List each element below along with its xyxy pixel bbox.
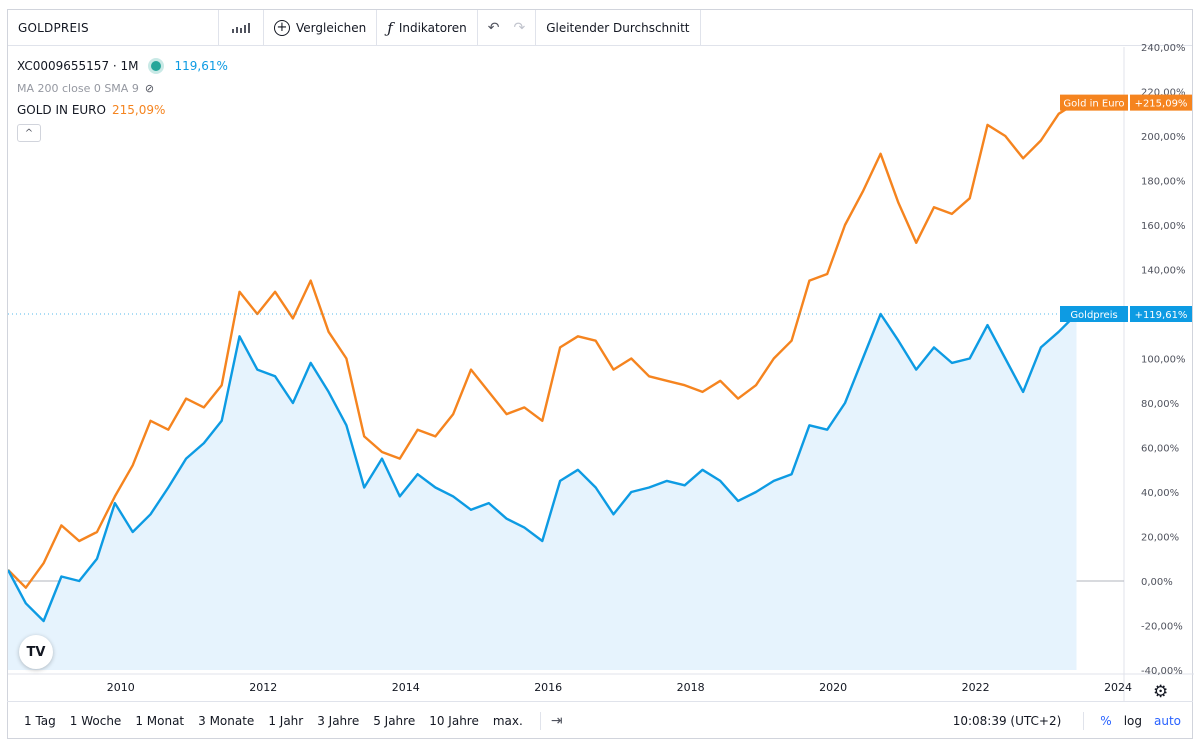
y-tick-label: -20,00% (1141, 622, 1183, 633)
redo-icon[interactable]: ↷ (513, 19, 526, 36)
chevron-up-icon: ^ (24, 127, 34, 139)
x-tick-label: 2018 (677, 681, 705, 694)
market-status-icon (150, 61, 161, 71)
series-line-0 (8, 101, 1078, 589)
series-name-label: Gold in Euro (1063, 99, 1124, 110)
series-area-1 (8, 314, 1077, 670)
y-tick-label: 240,00% (1141, 43, 1186, 54)
clock-readout[interactable]: 10:08:39 (UTC+2) (952, 713, 1062, 728)
series-value-tag (1130, 306, 1192, 322)
legend-main-symbol: XC0009655157 · 1M (17, 59, 139, 73)
y-tick-label: 0,00% (1141, 577, 1173, 588)
indicators-label: Indikatoren (398, 20, 467, 35)
auto-scale-toggle[interactable]: auto (1153, 713, 1181, 728)
series-line-1 (8, 312, 1078, 623)
moving-average-label: Gleitender Durchschnitt (546, 20, 690, 35)
undo-redo-group: ↶ ↷ (478, 10, 537, 45)
y-tick-label: 180,00% (1141, 177, 1186, 188)
x-tick-label: 2014 (392, 681, 420, 694)
range-1y[interactable]: 1 Jahr (268, 713, 304, 728)
series-value-label: +215,09% (1135, 99, 1188, 110)
symbol-label: GOLDPREIS (18, 20, 89, 35)
range-1d[interactable]: 1 Tag (24, 713, 56, 728)
log-scale-toggle[interactable]: log (1123, 713, 1142, 728)
divider (1083, 711, 1085, 730)
candles-icon (232, 22, 250, 33)
symbol-search-button[interactable]: GOLDPREIS (8, 10, 219, 45)
hidden-eye-icon[interactable]: ⊘ (144, 81, 155, 95)
range-max[interactable]: max. (492, 713, 523, 728)
indicators-button[interactable]: ƒ Indikatoren (377, 10, 478, 45)
function-icon: ƒ (387, 18, 393, 37)
y-tick-label: 80,00% (1141, 399, 1179, 410)
chart-widget: GOLDPREIS + Vergleichen ƒ Indikatoren ↶ … (7, 9, 1194, 739)
legend-main-change: 119,61% (174, 59, 228, 73)
x-tick-label: 2022 (962, 681, 990, 694)
y-tick-label: 140,00% (1141, 266, 1186, 277)
gear-icon[interactable]: ⚙ (1153, 682, 1169, 702)
range-1m[interactable]: 1 Monat (135, 713, 185, 728)
y-tick-label: 200,00% (1141, 132, 1186, 143)
y-tick-label: 40,00% (1141, 488, 1179, 499)
divider (539, 711, 541, 730)
y-tick-label: -40,00% (1141, 666, 1183, 677)
range-10y[interactable]: 10 Jahre (429, 713, 479, 728)
undo-icon[interactable]: ↶ (487, 19, 500, 36)
legend-ma-row[interactable]: MA 200 close 0 SMA 9 ⊘ (17, 77, 228, 99)
range-3m[interactable]: 3 Monate (198, 713, 255, 728)
legend-compare-change: 215,09% (111, 103, 166, 117)
chart-canvas[interactable]: -40,00% -20,00% 0,00% 20,00% 40,00% 60,00% 80,… (8, 10, 1194, 702)
tradingview-logo[interactable]: TV (19, 635, 53, 669)
x-tick-label: 2024 (1104, 681, 1132, 694)
legend-compare-row[interactable]: GOLD IN EURO 215,09% (17, 99, 228, 121)
range-1w[interactable]: 1 Woche (69, 713, 122, 728)
x-tick-label: 2016 (534, 681, 562, 694)
y-tick-label: 20,00% (1141, 533, 1179, 544)
compare-button[interactable]: + Vergleichen (264, 10, 378, 45)
x-tick-label: 2012 (249, 681, 277, 694)
range-3y[interactable]: 3 Jahre (317, 713, 360, 728)
series-name-label: Goldpreis (1070, 310, 1117, 321)
series-name-tag (1060, 94, 1128, 111)
chart-legend: XC0009655157 · 1M 119,61% MA 200 close 0… (17, 55, 228, 142)
chart-type-button[interactable] (219, 10, 264, 45)
percent-scale-toggle[interactable]: % (1100, 713, 1112, 728)
y-tick-label: 100,00% (1141, 355, 1186, 366)
compare-label: Vergleichen (296, 20, 367, 35)
top-toolbar: GOLDPREIS + Vergleichen ƒ Indikatoren ↶ … (8, 10, 1192, 46)
moving-average-button[interactable]: Gleitender Durchschnitt (536, 10, 701, 45)
y-tick-label: 220,00% (1141, 88, 1186, 99)
range-5y[interactable]: 5 Jahre (373, 713, 416, 728)
series-value-tag (1130, 94, 1192, 111)
y-tick-label: 60,00% (1141, 444, 1179, 455)
legend-ma-label: MA 200 close 0 SMA 9 (17, 81, 139, 95)
y-tick-label: 160,00% (1141, 221, 1186, 232)
series-name-tag (1060, 306, 1128, 322)
legend-main-row[interactable]: XC0009655157 · 1M 119,61% (17, 55, 228, 77)
bottom-bar: 1 Tag 1 Woche 1 Monat 3 Monate 1 Jahr 3 … (7, 701, 1193, 739)
calendar-goto-icon[interactable]: ⇥ (550, 712, 563, 729)
legend-compare-symbol: GOLD IN EURO (17, 103, 106, 117)
x-tick-label: 2010 (107, 681, 135, 694)
x-tick-label: 2020 (819, 681, 847, 694)
series-value-label: +119,61% (1135, 310, 1188, 321)
collapse-legend-button[interactable]: ^ (17, 124, 41, 142)
plus-circle-icon: + (274, 19, 290, 36)
